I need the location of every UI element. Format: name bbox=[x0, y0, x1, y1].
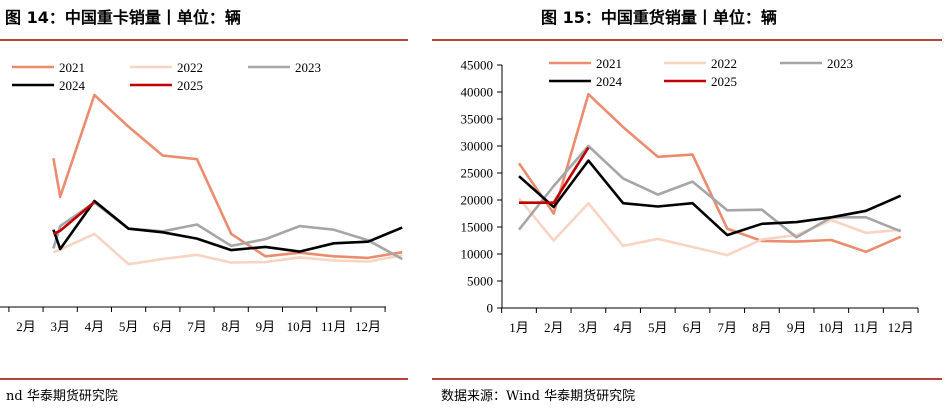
series-line-2024 bbox=[52, 199, 403, 253]
left-title-rule bbox=[0, 39, 408, 41]
x-tick-label: 6月 bbox=[153, 319, 173, 334]
x-tick-label: 9月 bbox=[787, 320, 807, 335]
x-tick-label: 10月 bbox=[287, 319, 313, 334]
right-chart-source: 数据来源：Wind 华泰期货研究院 bbox=[441, 389, 636, 404]
y-tick-label: 30000 bbox=[461, 139, 494, 154]
left-chart: 2月 3月 4月 5月 6月 7月 8月 9月 10月 11月 12月 2021 2022 2023 202… bbox=[0, 60, 403, 334]
x-tick-label: 4月 bbox=[613, 320, 633, 335]
x-tick-label: 4月 bbox=[85, 319, 105, 334]
legend-label-2025: 2025 bbox=[177, 78, 203, 93]
x-tick-label: 9月 bbox=[256, 319, 276, 334]
y-tick-label: 5000 bbox=[467, 274, 493, 289]
y-tick-label: 0 bbox=[487, 301, 494, 316]
x-tick-label: 7月 bbox=[717, 320, 737, 335]
x-tick-label: 5月 bbox=[119, 319, 139, 334]
right-source-rule bbox=[432, 378, 942, 380]
left-source-rule bbox=[0, 378, 408, 380]
legend-label-2021: 2021 bbox=[596, 56, 622, 71]
x-tick-label: 6月 bbox=[683, 320, 703, 335]
y-tick-label: 25000 bbox=[461, 166, 494, 181]
y-tick-label: 10000 bbox=[461, 247, 494, 262]
series-line-2021 bbox=[517, 92, 902, 254]
x-tick-label: 3月 bbox=[579, 320, 599, 335]
left-chart-title: 图 14：中国重卡销量丨单位：辆 bbox=[5, 8, 241, 27]
legend-label-2022: 2022 bbox=[711, 56, 737, 71]
y-tick-label: 40000 bbox=[461, 85, 494, 100]
right-chart-title: 图 15：中国重货销量丨单位：辆 bbox=[541, 8, 777, 27]
y-tick-label: 45000 bbox=[461, 58, 494, 73]
legend-label-2023: 2023 bbox=[295, 60, 321, 75]
legend-label-2025: 2025 bbox=[711, 74, 737, 89]
legend-label-2024: 2024 bbox=[596, 74, 623, 89]
x-tick-label: 8月 bbox=[752, 320, 772, 335]
x-tick-label: 2月 bbox=[16, 319, 36, 334]
x-tick-label: 7月 bbox=[187, 319, 207, 334]
series-line-2021 bbox=[52, 93, 403, 260]
y-tick-label: 35000 bbox=[461, 112, 494, 127]
x-tick-label: 11月 bbox=[321, 319, 347, 334]
series-line-2025 bbox=[52, 201, 96, 236]
right-title-rule bbox=[432, 39, 942, 41]
x-tick-label: 12月 bbox=[888, 320, 914, 335]
series-line-2022 bbox=[52, 232, 403, 266]
x-tick-label: 3月 bbox=[50, 319, 70, 334]
x-tick-label: 10月 bbox=[818, 320, 844, 335]
x-tick-label: 2月 bbox=[544, 320, 564, 335]
left-chart-source: nd 华泰期货研究院 bbox=[6, 389, 118, 404]
series-line-2022 bbox=[517, 197, 901, 257]
x-tick-label: 11月 bbox=[853, 320, 879, 335]
right-chart: 1月 2月 3月 4月 5月 6月 7月 8月 9月 10月 11月 12月 0 5000 10000 150… bbox=[461, 56, 919, 335]
x-tick-label: 1月 bbox=[509, 320, 529, 335]
legend-label-2024: 2024 bbox=[59, 78, 86, 93]
x-tick-label: 8月 bbox=[221, 319, 241, 334]
x-tick-label: 12月 bbox=[355, 319, 381, 334]
x-tick-label: 5月 bbox=[648, 320, 668, 335]
series-line-2024 bbox=[518, 159, 902, 237]
series-line-2025 bbox=[519, 146, 590, 204]
y-tick-label: 20000 bbox=[461, 193, 494, 208]
legend-label-2023: 2023 bbox=[827, 56, 853, 71]
legend-label-2021: 2021 bbox=[59, 60, 85, 75]
y-tick-label: 15000 bbox=[461, 220, 494, 235]
legend-label-2022: 2022 bbox=[177, 60, 203, 75]
